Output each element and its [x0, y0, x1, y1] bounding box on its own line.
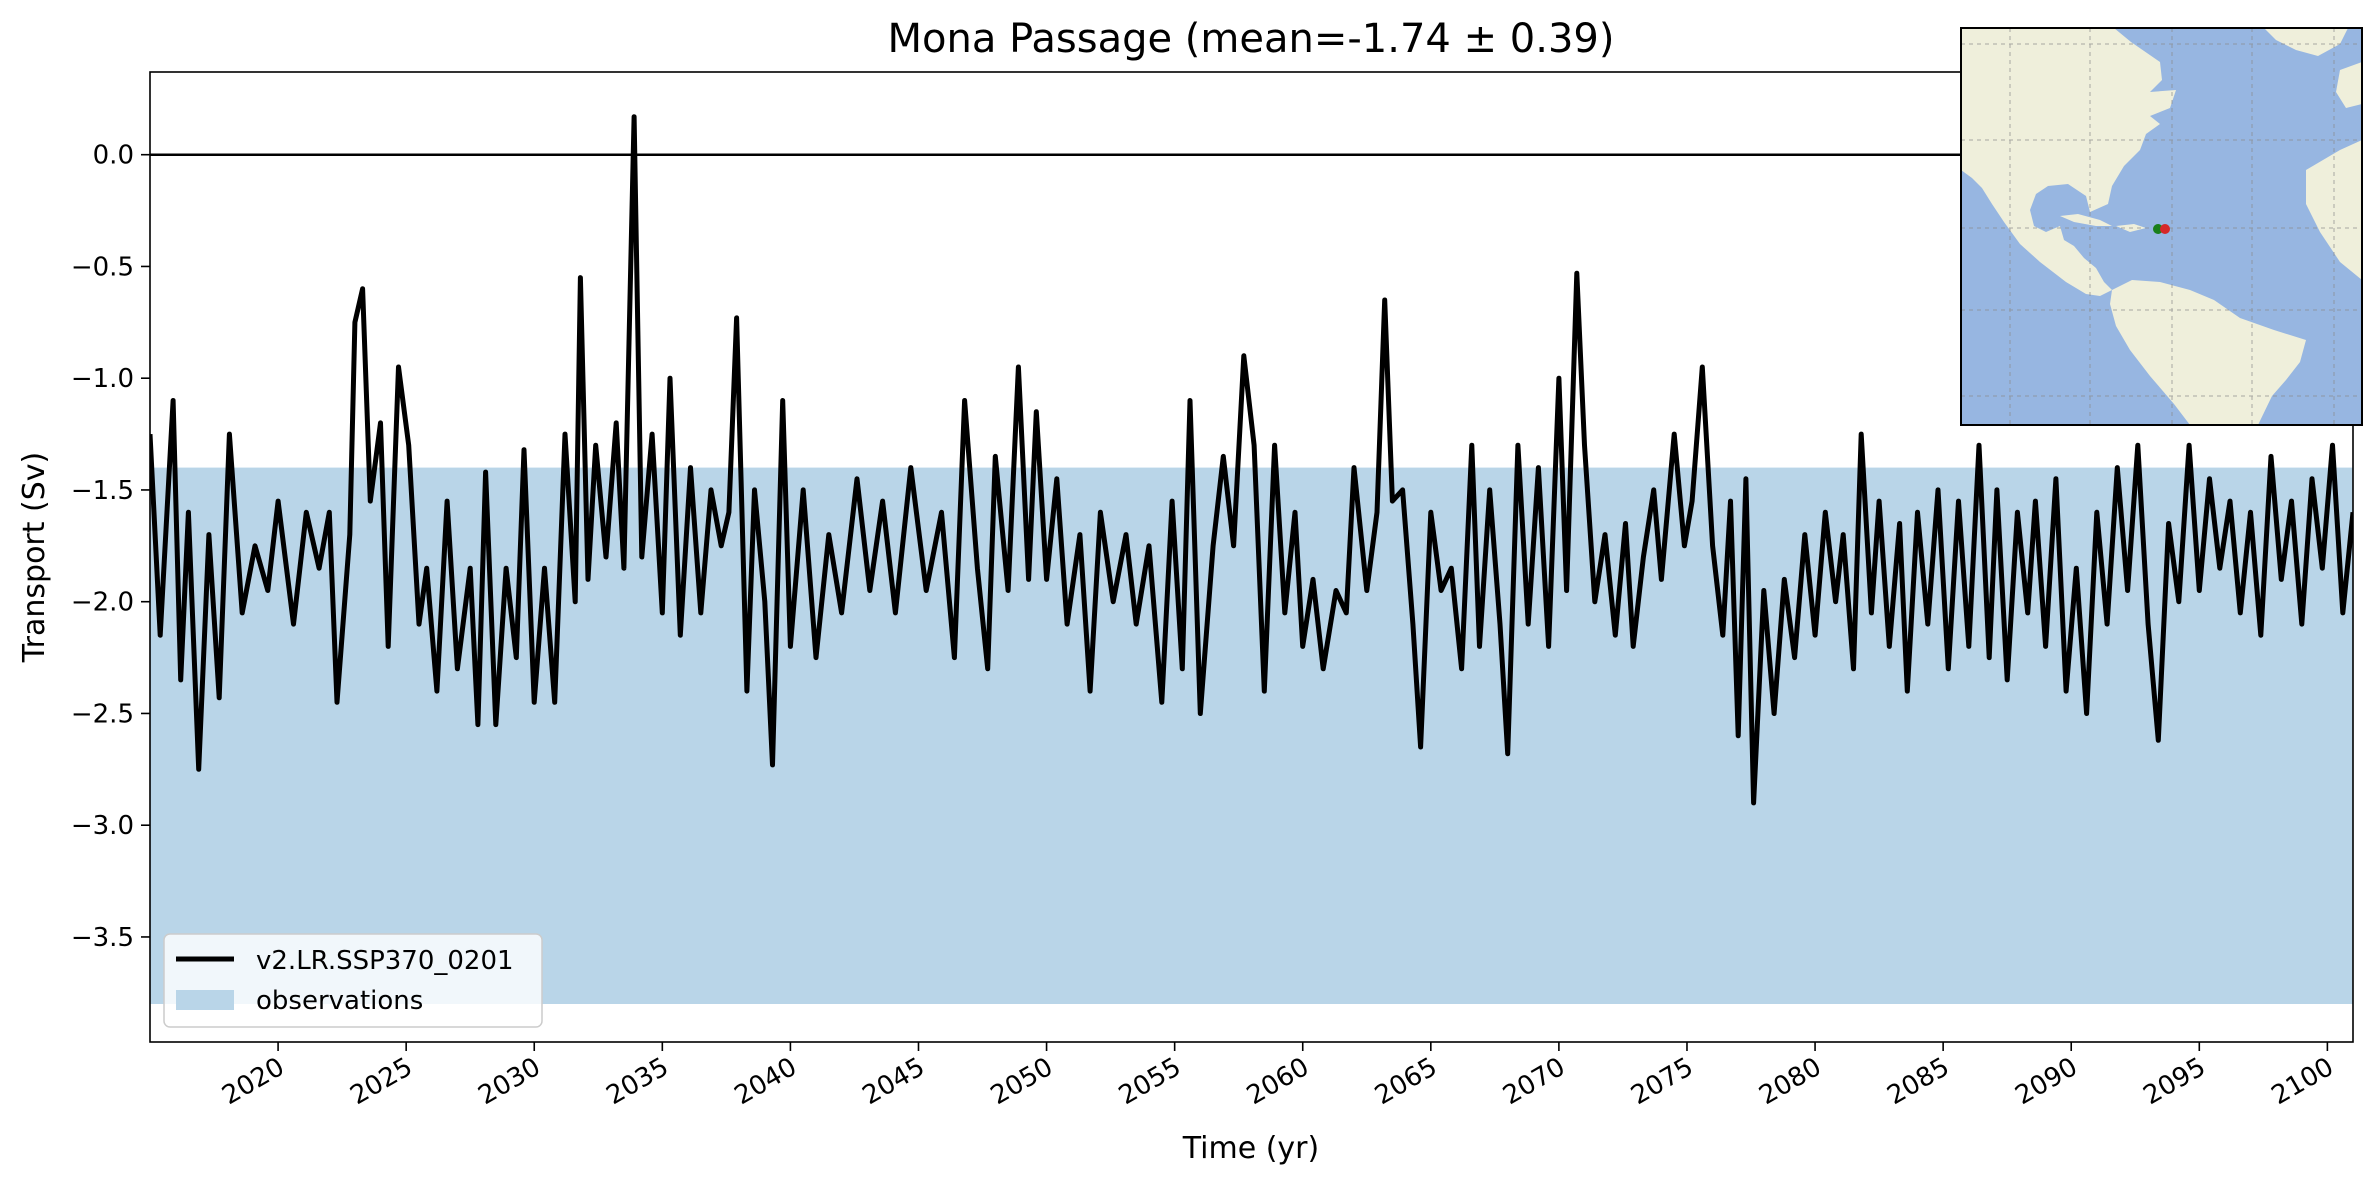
- map-marker-east: [2160, 224, 2170, 234]
- x-tick-label: 2025: [345, 1052, 417, 1111]
- legend-box: [163, 933, 543, 1028]
- map-land-africa: [2306, 140, 2362, 280]
- x-tick-label: 2070: [1498, 1052, 1570, 1111]
- map-land-cuba: [2060, 214, 2112, 226]
- x-tick-label: 2095: [2138, 1052, 2210, 1111]
- legend-label-observations: observations: [256, 986, 423, 1016]
- x-tick-label: 2035: [602, 1052, 674, 1111]
- x-tick-label: 2100: [2267, 1052, 2339, 1111]
- plot-frame: [149, 71, 2354, 1043]
- x-tick-label: 2080: [1754, 1052, 1826, 1111]
- x-tick-label: 2065: [1370, 1052, 1442, 1111]
- y-tick-label: −3.0: [71, 811, 134, 841]
- map-frame: [1960, 27, 2363, 426]
- x-tick-label: 2085: [1882, 1052, 1954, 1111]
- y-tick-label: −2.5: [71, 699, 134, 729]
- x-tick-label: 2030: [473, 1052, 545, 1111]
- map-land-north-america: [1961, 28, 2176, 296]
- x-tick-label: 2055: [1114, 1052, 1186, 1111]
- y-axis-ticks: 0.0 −0.5 −1.0 −1.5 −2.0 −2.5 −3.0 −3.5: [71, 141, 150, 953]
- map-land-europe: [2336, 62, 2362, 108]
- y-tick-label: −3.5: [71, 923, 134, 953]
- map-land-greenland: [2264, 28, 2348, 56]
- map-gridlines: [1961, 28, 2362, 425]
- map-marker-west: [2153, 224, 2163, 234]
- chart-title: Mona Passage (mean=-1.74 ± 0.39): [888, 16, 1615, 62]
- y-tick-label: 0.0: [93, 141, 134, 171]
- x-axis-label: Time (yr): [1182, 1131, 1319, 1166]
- y-tick-label: −1.5: [71, 476, 134, 506]
- map-land-south-america: [2110, 280, 2306, 425]
- series-line-v2-lr-ssp370-0201: [150, 114, 2353, 806]
- x-tick-label: 2090: [2010, 1052, 2082, 1111]
- x-tick-label: 2045: [858, 1052, 930, 1111]
- y-tick-label: −2.0: [71, 588, 134, 618]
- legend-band-swatch: [176, 990, 234, 1010]
- y-tick-label: −0.5: [71, 252, 134, 282]
- legend: v2.LR.SSP370_0201 observations: [163, 933, 543, 1028]
- y-tick-label: −1.0: [71, 364, 134, 394]
- y-axis-label: Transport (Sv): [17, 452, 52, 664]
- x-tick-label: 2075: [1626, 1052, 1698, 1111]
- x-tick-label: 2020: [217, 1052, 289, 1111]
- x-tick-label: 2050: [986, 1052, 1058, 1111]
- x-axis-ticks: 2020 2025 2030 2035 2040 2045 2050 2055 2060 2065…: [217, 1042, 2339, 1111]
- x-tick-label: 2060: [1242, 1052, 1314, 1111]
- x-tick-label: 2040: [730, 1052, 802, 1111]
- inset-map: [1960, 27, 2363, 426]
- legend-label-series: v2.LR.SSP370_0201: [256, 946, 514, 976]
